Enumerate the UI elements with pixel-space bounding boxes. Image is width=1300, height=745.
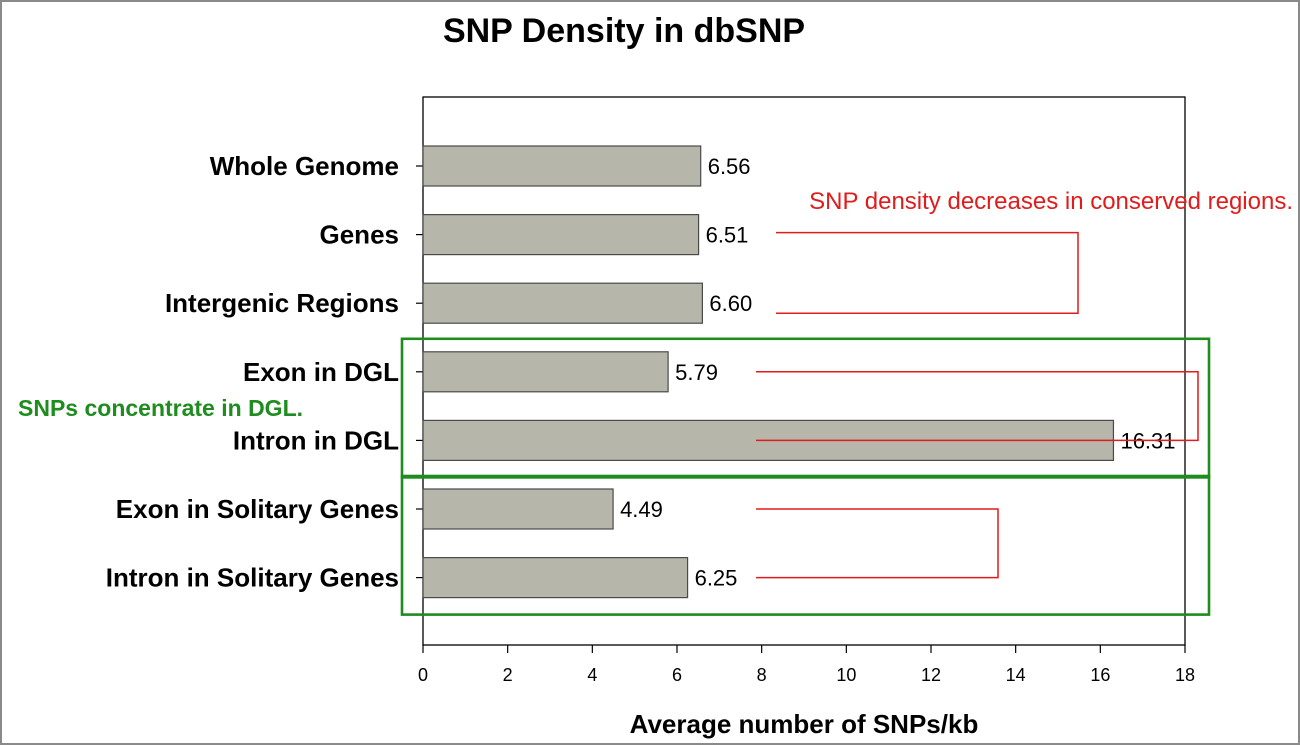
red-bracket	[756, 371, 1199, 442]
value-label: 4.49	[620, 497, 663, 522]
category-label: Exon in DGL	[243, 357, 399, 387]
x-tick-label: 2	[503, 665, 513, 685]
value-label: 6.51	[706, 223, 749, 248]
red-bracket	[756, 508, 999, 579]
x-tick-label: 16	[1090, 665, 1110, 685]
green-box	[400, 474, 1211, 616]
bars-group: Whole Genome 6.56 Genes 6.51 Intergenic Regi…	[106, 145, 1176, 599]
x-axis-label: Average number of SNPs/kb	[630, 709, 979, 739]
category-label: Whole Genome	[210, 151, 399, 181]
bar	[422, 556, 689, 599]
value-label: 6.60	[709, 291, 752, 316]
value-label: 6.25	[695, 566, 738, 591]
chart-title: SNP Density in dbSNP	[443, 12, 805, 50]
category-label: Intron in Solitary Genes	[106, 563, 399, 593]
category-label: Genes	[320, 220, 400, 250]
x-tick-label: 10	[836, 665, 856, 685]
annotation-conserved: SNP density decreases in conserved regio…	[809, 188, 1293, 215]
category-label: Intergenic Regions	[165, 288, 399, 318]
bar	[422, 351, 669, 393]
x-tick-label: 6	[672, 665, 682, 685]
bar	[422, 488, 614, 530]
bar	[422, 282, 703, 324]
red-bracket	[776, 231, 1079, 314]
x-tick-label: 18	[1175, 665, 1195, 685]
green-box	[400, 337, 1211, 479]
category-label: Exon in Solitary Genes	[116, 494, 399, 524]
annotations-group: SNP density decreases in conserved regio…	[18, 188, 1293, 616]
x-tick-label: 0	[418, 665, 428, 685]
bar	[422, 145, 702, 187]
x-tick-label: 14	[1006, 665, 1026, 685]
value-label: 6.56	[708, 154, 751, 179]
x-tick-label: 12	[921, 665, 941, 685]
annotation-dgl: SNPs concentrate in DGL.	[18, 395, 303, 421]
value-label: 5.79	[675, 360, 718, 385]
x-tick-label: 4	[587, 665, 597, 685]
x-tick-label: 8	[757, 665, 767, 685]
bar	[422, 214, 700, 256]
category-label: Intron in DGL	[233, 425, 399, 455]
